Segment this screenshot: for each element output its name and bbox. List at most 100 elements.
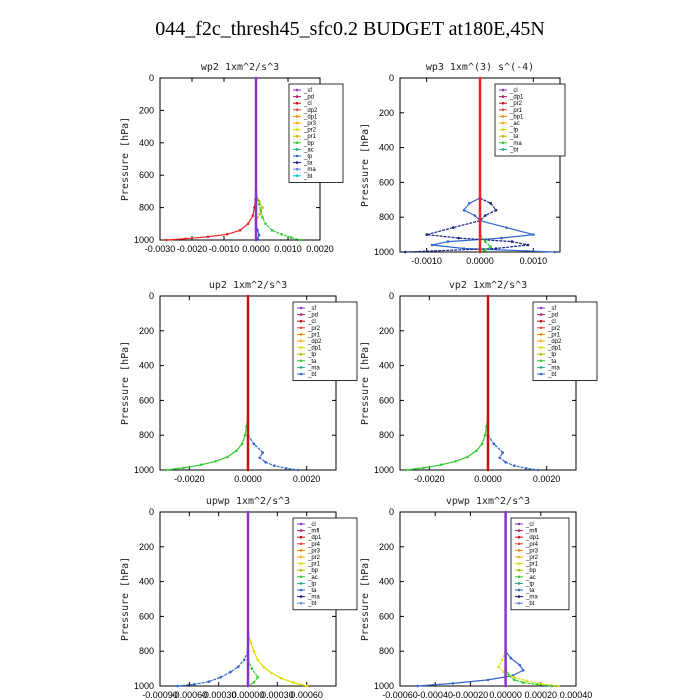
x-tick-label: 0.0020 <box>533 474 561 484</box>
legend-label: _pr1 <box>547 332 561 338</box>
legend-label: _pr2 <box>303 128 317 134</box>
data-point <box>504 510 507 514</box>
legend-marker <box>501 134 505 138</box>
x-tick-label: 0.0010 <box>520 256 548 266</box>
legend-marker <box>295 161 299 164</box>
legend-marker <box>539 319 543 323</box>
x-tick-label: 0.00040 <box>560 690 593 700</box>
y-tick-label: 0 <box>149 291 154 301</box>
y-axis-label: Pressure [hPa] <box>120 341 131 425</box>
data-point <box>509 656 513 660</box>
legend-label: _dp2 <box>303 108 318 114</box>
x-tick-label: -0.00030 <box>201 690 237 700</box>
data-point <box>242 658 246 662</box>
data-point <box>279 676 283 680</box>
legend-label: _ta <box>307 359 317 365</box>
data-point <box>439 463 443 467</box>
legend-label: _ac <box>307 575 318 581</box>
x-tick-label: -0.00060 <box>172 690 208 700</box>
legend-label: _dp2 <box>547 339 562 345</box>
legend-label: _ma <box>307 595 320 601</box>
legend-box <box>288 83 344 183</box>
series-line <box>505 668 552 687</box>
y-tick-label: 0 <box>149 73 154 83</box>
legend-label: _sf <box>307 306 316 312</box>
legend-marker <box>517 588 521 592</box>
y-tick-label: 400 <box>379 361 394 371</box>
legend-marker <box>539 326 543 330</box>
data-point <box>250 667 254 670</box>
data-point <box>261 206 264 209</box>
legend-label: _dp1 <box>547 346 562 352</box>
data-point <box>457 236 460 240</box>
legend-marker <box>299 588 303 592</box>
y-axis-label: Pressure [hPa] <box>360 557 371 641</box>
legend-marker <box>539 352 543 356</box>
data-point <box>492 442 496 446</box>
data-point <box>296 468 300 472</box>
legend-label: _tp <box>307 352 317 358</box>
legend-marker <box>517 549 521 552</box>
legend-label: _pr2 <box>525 555 539 561</box>
data-point <box>261 216 264 219</box>
legend-marker <box>501 88 505 92</box>
legend-label: _pr2 <box>307 326 321 332</box>
legend-label: _cl <box>525 522 534 528</box>
chart-title: up2 1xm^2/s^3 <box>209 280 287 291</box>
x-tick-label: 0.00030 <box>261 690 294 700</box>
data-point <box>207 680 211 683</box>
x-tick-label: -0.00040 <box>417 690 453 700</box>
legend-marker <box>501 95 505 98</box>
legend-label: _ma <box>307 365 320 371</box>
series-line <box>497 650 559 687</box>
legend-marker <box>295 174 299 178</box>
legend-marker <box>295 141 299 145</box>
data-point <box>478 250 482 254</box>
data-point <box>256 676 260 679</box>
data-point <box>451 682 455 685</box>
data-point <box>446 240 450 243</box>
data-point <box>468 202 471 205</box>
legend-label: _sf <box>303 88 312 94</box>
data-point <box>176 684 179 688</box>
legend-marker <box>501 108 505 112</box>
legend-label: _pr1 <box>307 562 321 568</box>
data-point <box>526 243 530 247</box>
data-point <box>246 510 250 514</box>
data-point <box>489 245 492 249</box>
legend-label: _pr3 <box>525 548 539 554</box>
legend-label: _ac <box>525 575 536 581</box>
data-point <box>466 455 469 459</box>
data-point <box>214 460 217 463</box>
legend-label: _ta <box>547 359 557 365</box>
data-point <box>513 464 516 467</box>
y-tick-label: 600 <box>139 611 154 621</box>
y-axis-label: Pressure [hPa] <box>120 117 131 201</box>
legend-marker <box>501 121 505 125</box>
data-point <box>240 442 244 446</box>
legend-marker <box>501 141 505 145</box>
data-point <box>430 243 434 247</box>
y-tick-label: 200 <box>379 542 394 552</box>
vp2-budget-chart: vp2 1xm^2/s^3 Pressure [hPa] 0 200 400 600 800… <box>360 280 598 484</box>
legend-marker <box>295 121 299 125</box>
legend-label: _cl <box>303 101 312 107</box>
legend-marker <box>517 595 521 598</box>
data-point <box>258 456 261 460</box>
data-point <box>532 233 535 236</box>
y-tick-label: 400 <box>379 143 394 153</box>
legend-label: _ma <box>525 595 538 601</box>
data-point <box>257 233 261 237</box>
y-tick-label: 800 <box>139 646 154 656</box>
data-point <box>256 658 260 662</box>
legend-label: _cl <box>307 319 316 325</box>
data-point <box>521 681 525 684</box>
data-point <box>254 238 258 242</box>
y-axis-label: Pressure [hPa] <box>360 123 371 207</box>
y-tick-label: 200 <box>379 326 394 336</box>
legend-label: _pd <box>307 313 318 319</box>
data-point <box>280 233 283 236</box>
legend-label: _ta <box>303 161 313 167</box>
x-tick-label: 0.0020 <box>293 474 321 484</box>
y-tick-label: 600 <box>379 611 394 621</box>
